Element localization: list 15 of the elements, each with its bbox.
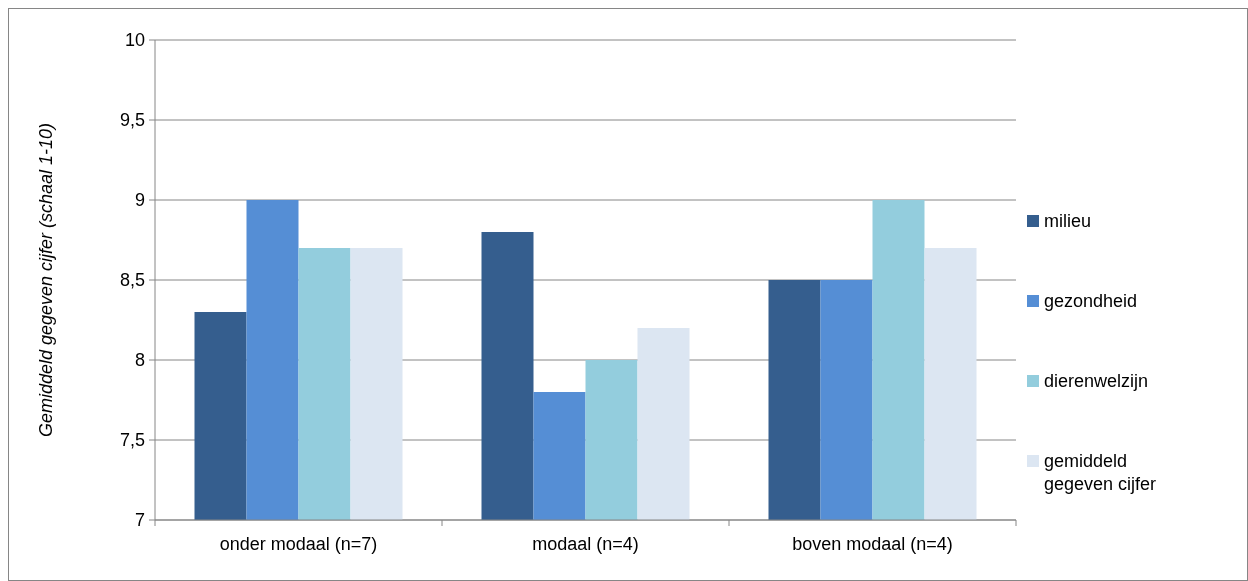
y-tick-label: 8,5 — [119, 270, 145, 291]
legend-label: dierenwelzijn — [1044, 371, 1149, 392]
y-tick-label: 9,5 — [119, 110, 145, 131]
x-tick-label: onder modaal (n=7) — [219, 534, 378, 554]
y-tick-label: 9 — [134, 190, 145, 211]
legend-label: gezondheid — [1044, 291, 1138, 312]
legend-label: milieu — [1044, 211, 1092, 232]
legend-label: gemiddeld gegeven cijfer — [1044, 451, 1157, 494]
y-axis-title: Gemiddeld gegeven cijfer (schaal 1-10) — [36, 122, 56, 438]
y-tick-label: 7 — [134, 510, 145, 531]
y-tick-label: 10 — [124, 30, 145, 51]
y-tick-label: 8 — [134, 350, 145, 371]
y-tick-label: 7,5 — [119, 430, 145, 451]
x-tick-label: modaal (n=4) — [532, 534, 639, 554]
x-tick-label: boven modaal (n=4) — [792, 534, 953, 554]
